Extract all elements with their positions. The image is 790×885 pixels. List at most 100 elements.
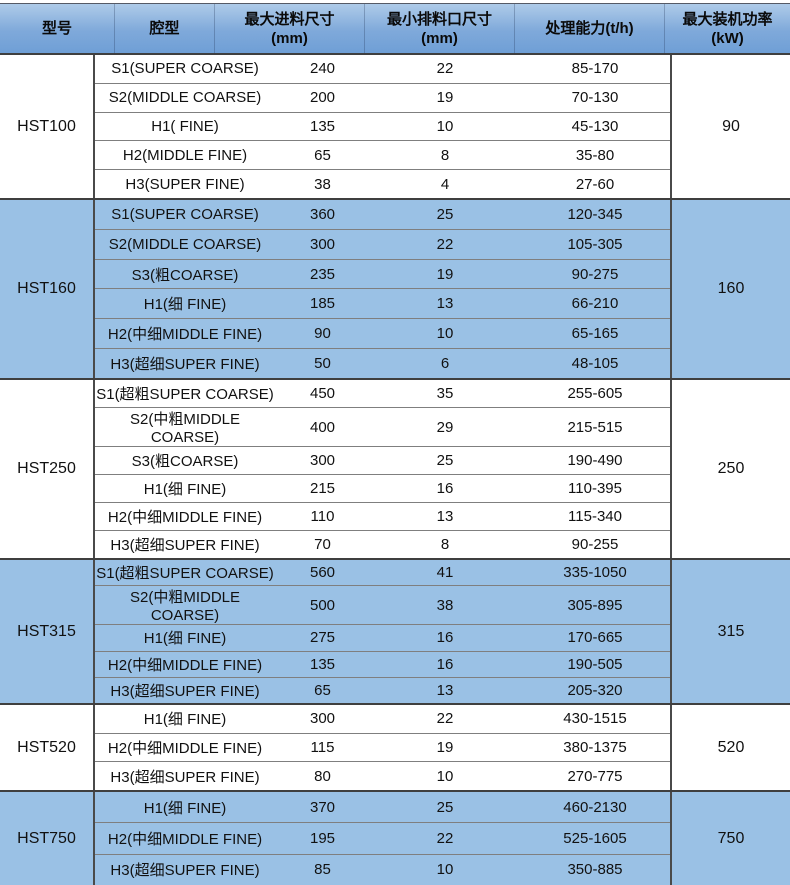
discharge-cell: 8: [440, 146, 450, 164]
table-row: H2(中细MIDDLE FINE) 90 10 65-165: [95, 319, 670, 350]
cavity-cell: H3(超细SUPER FINE): [110, 768, 260, 786]
capacity-cell: 45-130: [571, 117, 619, 135]
discharge-cell: 25: [436, 452, 454, 469]
model-cell: HST100: [0, 55, 95, 198]
header-capacity: 处理能力(t/h): [515, 4, 665, 53]
capacity-cell: 170-665: [567, 629, 623, 647]
feed-cell: 110: [310, 508, 335, 525]
feed-cell: 360: [309, 205, 336, 223]
capacity-cell: 90-255: [571, 536, 619, 553]
header-max-feed-size: 最大进料尺寸 (mm): [215, 4, 365, 53]
table-row: H2(中细MIDDLE FINE) 115 19 380-1375: [95, 734, 670, 763]
model-cell: HST520: [0, 705, 95, 790]
table-row: H2(中细MIDDLE FINE) 135 16 190-505: [95, 652, 670, 678]
feed-cell: 450: [309, 385, 336, 402]
table-row: H2(中细MIDDLE FINE) 110 13 115-340: [95, 503, 670, 531]
model-cell: HST250: [0, 380, 95, 558]
cavity-cell: H3(超细SUPER FINE): [110, 537, 260, 554]
feed-cell: 80: [314, 767, 331, 785]
table-header-row: 型号 腔型 最大进料尺寸 (mm) 最小排料口尺寸 (mm) 处理能力(t/h)…: [0, 3, 790, 55]
cavity-cell: H1(细 FINE): [143, 630, 227, 648]
model-group-hst520: HST520 H1(细 FINE) 300 22 430-1515 H2(中细MIDDLE…: [0, 705, 790, 792]
group-rows: S1(SUPER COARSE) 360 25 120-345 S2(MIDDLE CO…: [95, 200, 670, 378]
feed-cell: 370: [309, 798, 336, 816]
table-row: H3(超细SUPER FINE) 70 8 90-255: [95, 531, 670, 558]
header-capacity-label: 处理能力(t/h): [545, 20, 634, 37]
cavity-cell: H1(细 FINE): [143, 799, 227, 817]
cavity-cell: H1( FINE): [151, 117, 219, 135]
cavity-cell: H3(超细SUPER FINE): [110, 356, 260, 374]
capacity-cell: 525-1605: [563, 829, 627, 847]
feed-cell: 400: [309, 418, 336, 436]
capacity-cell: 215-515: [567, 418, 623, 436]
power-cell: 520: [670, 705, 790, 790]
header-min-discharge-size: 最小排料口尺寸 (mm): [365, 4, 515, 53]
power-cell: 160: [670, 200, 790, 378]
capacity-cell: 65-165: [571, 325, 619, 343]
feed-cell: 185: [309, 295, 336, 313]
discharge-cell: 13: [436, 508, 454, 525]
capacity-cell: 335-1050: [563, 564, 627, 582]
model-group-hst315: HST315 S1(超粗SUPER COARSE) 560 41 335-1050 S2(…: [0, 560, 790, 705]
capacity-cell: 48-105: [571, 355, 619, 373]
feed-cell: 240: [309, 60, 336, 78]
group-rows: H1(细 FINE) 300 22 430-1515 H2(中细MIDDLE FINE)…: [95, 705, 670, 790]
feed-cell: 38: [314, 175, 331, 193]
table-row: H1(细 FINE) 275 16 170-665: [95, 625, 670, 652]
cavity-cell: H3(超细SUPER FINE): [110, 682, 260, 700]
cavity-cell: S3(粗COARSE): [131, 266, 239, 284]
feed-cell: 90: [314, 325, 331, 343]
cavity-cell: S1(SUPER COARSE): [111, 205, 259, 223]
capacity-cell: 70-130: [571, 89, 619, 107]
feed-cell: 275: [309, 629, 336, 647]
discharge-cell: 22: [436, 710, 454, 728]
capacity-cell: 270-775: [567, 767, 623, 785]
capacity-cell: 190-505: [567, 655, 623, 673]
cavity-cell: S1(超粗SUPER COARSE): [96, 565, 274, 583]
cavity-cell: H2(中细MIDDLE FINE): [107, 740, 263, 757]
cavity-cell: S1(SUPER COARSE): [111, 60, 259, 78]
feed-cell: 135: [309, 655, 336, 673]
capacity-cell: 430-1515: [563, 710, 627, 728]
cavity-cell: H2(中细MIDDLE FINE): [107, 830, 263, 848]
header-max-power-unit: (kW): [711, 29, 744, 47]
capacity-cell: 255-605: [567, 385, 623, 402]
cavity-cell: H3(超细SUPER FINE): [110, 862, 260, 880]
table-row: H1(细 FINE) 185 13 66-210: [95, 289, 670, 320]
group-rows: S1(SUPER COARSE) 240 22 85-170 S2(MIDDLE COA…: [95, 55, 670, 198]
discharge-cell: 10: [436, 117, 454, 135]
header-max-feed-size-label: 最大进料尺寸: [244, 10, 335, 28]
table-row: S1(超粗SUPER COARSE) 560 41 335-1050: [95, 560, 670, 587]
cavity-cell: S1(超粗SUPER COARSE): [96, 386, 274, 403]
header-model-label: 型号: [41, 20, 72, 37]
discharge-cell: 16: [436, 629, 454, 647]
capacity-cell: 85-170: [571, 60, 619, 78]
capacity-cell: 66-210: [571, 295, 619, 313]
table-row: H1(细 FINE) 370 25 460-2130: [95, 792, 670, 824]
feed-cell: 235: [309, 265, 336, 283]
table-row: S2(中粗MIDDLE COARSE) 500 38 305-895: [95, 586, 670, 626]
cavity-cell: H3(SUPER FINE): [125, 175, 245, 193]
model-cell: HST750: [0, 792, 95, 885]
model-cell: HST160: [0, 200, 95, 378]
cavity-cell: S3(粗COARSE): [131, 453, 239, 470]
feed-cell: 300: [309, 235, 336, 253]
table-row: H1(细 FINE) 215 16 110-395: [95, 475, 670, 503]
discharge-cell: 22: [436, 235, 454, 253]
capacity-cell: 27-60: [575, 175, 615, 193]
feed-cell: 85: [314, 861, 331, 879]
power-cell: 750: [670, 792, 790, 885]
group-rows: S1(超粗SUPER COARSE) 450 35 255-605 S2(中粗MIDDL…: [95, 380, 670, 558]
capacity-cell: 110-395: [568, 480, 622, 497]
cavity-cell: H2(中细MIDDLE FINE): [107, 656, 263, 674]
cavity-cell: H1(细 FINE): [143, 296, 227, 314]
discharge-cell: 25: [436, 798, 454, 816]
model-cell: HST315: [0, 560, 95, 703]
capacity-cell: 380-1375: [563, 739, 627, 756]
feed-cell: 65: [314, 146, 331, 164]
header-max-power: 最大装机功率 (kW): [665, 4, 790, 53]
discharge-cell: 13: [436, 295, 454, 313]
feed-cell: 300: [309, 710, 336, 728]
power-cell: 315: [670, 560, 790, 703]
feed-cell: 135: [309, 117, 336, 135]
